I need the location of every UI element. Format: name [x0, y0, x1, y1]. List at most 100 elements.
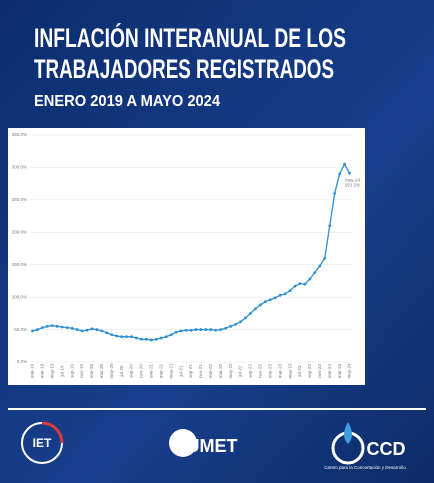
x-tick-label: nov-21: [198, 364, 203, 378]
point: [149, 338, 153, 342]
point: [120, 335, 124, 339]
point: [338, 172, 342, 176]
point: [140, 337, 143, 341]
point: [283, 292, 287, 296]
point: [313, 271, 317, 274]
annotation-category: may-24: [345, 177, 361, 182]
x-tick-label: mar-22: [218, 363, 223, 378]
point: [189, 328, 193, 332]
logo-iet: IET: [33, 436, 52, 450]
point: [145, 337, 148, 341]
point: [199, 328, 203, 331]
point: [80, 329, 84, 333]
x-tick-label: mar-23: [277, 363, 282, 378]
point: [110, 333, 114, 337]
point: [214, 328, 218, 332]
y-tick-label: 200.0%: [12, 229, 27, 234]
y-tick-label: 100.0%: [12, 294, 27, 299]
title-line: TRABAJADORES REGISTRADOS: [34, 54, 334, 84]
point: [115, 334, 119, 338]
point: [90, 327, 94, 331]
y-tick-label: 350.0%: [12, 132, 27, 137]
point: [308, 277, 312, 281]
point: [164, 335, 168, 339]
point: [343, 162, 346, 166]
point: [125, 335, 128, 339]
point: [70, 326, 74, 330]
x-tick-label: mar-21: [158, 363, 163, 378]
point: [130, 335, 133, 339]
point: [31, 329, 34, 333]
point: [239, 320, 242, 324]
x-tick-label: nov-23: [317, 364, 322, 378]
point: [323, 256, 327, 260]
point: [258, 303, 262, 307]
logo-drop: [344, 422, 352, 444]
point: [224, 326, 228, 330]
point: [50, 324, 54, 328]
point: [273, 296, 277, 300]
x-tick-label: sep-22: [248, 364, 253, 378]
point: [263, 300, 267, 304]
point: [159, 336, 163, 340]
x-tick-label: may-19: [49, 363, 54, 379]
x-tick-label: ene-23: [267, 363, 272, 378]
point: [278, 293, 282, 297]
x-tick-label: ene-20: [89, 363, 94, 378]
point: [169, 333, 173, 337]
point: [303, 282, 307, 286]
x-tick-label: mar-24: [337, 363, 342, 378]
x-tick-label: jul-19: [59, 365, 64, 378]
x-tick-label: jul-22: [238, 365, 243, 378]
x-tick-label: may-21: [168, 363, 173, 379]
x-tick-label: ene-22: [208, 363, 213, 378]
x-tick-label: ene-21: [149, 363, 154, 378]
point: [293, 284, 297, 288]
x-tick-label: sep-20: [129, 364, 134, 378]
y-tick-label: 150.0%: [12, 262, 27, 267]
point: [174, 330, 178, 334]
point: [219, 328, 223, 331]
title-line: INFLACIÓN INTERANUAL DE LOS: [34, 22, 346, 53]
point: [234, 322, 237, 326]
x-tick-label: ene-24: [327, 363, 332, 378]
subtitle: ENERO 2019 A MAYO 2024: [34, 93, 220, 110]
point: [204, 328, 208, 331]
point: [105, 331, 109, 335]
x-tick-label: may-22: [228, 363, 233, 379]
x-tick-label: mar-19: [40, 363, 45, 378]
logo-ccd: CCD: [367, 439, 406, 459]
point: [249, 311, 252, 315]
logo-mark: [169, 429, 197, 457]
logo-accent: [41, 421, 64, 444]
point: [318, 264, 322, 268]
y-tick-label: 250.0%: [12, 197, 27, 202]
x-tick-label: sep-21: [188, 364, 193, 378]
point: [55, 324, 59, 328]
x-tick-label: jul-20: [119, 365, 124, 378]
point: [348, 171, 351, 175]
point: [298, 282, 302, 285]
logo-caption: Centro para la Concertación y Desarrollo: [324, 465, 406, 470]
point: [95, 328, 99, 331]
x-tick-label: sep-23: [307, 364, 312, 378]
chart-panel: [8, 128, 365, 385]
point: [60, 325, 64, 329]
point: [40, 326, 44, 330]
x-tick-label: ene-19: [30, 363, 35, 378]
point: [194, 328, 198, 331]
x-tick-label: may-24: [347, 363, 352, 379]
point: [229, 324, 233, 328]
point: [85, 328, 89, 332]
point: [179, 329, 183, 333]
chart: 0.0% 50.0% 100.0% 150.0% 200.0% 250.0% 300.0% 3…: [12, 132, 361, 378]
point: [254, 307, 257, 311]
point: [65, 326, 69, 330]
y-tick-label: 300.0%: [12, 165, 27, 170]
point: [154, 337, 158, 341]
x-tick-label: mar-20: [99, 363, 104, 378]
value-label: 291.2%: [345, 182, 360, 187]
point: [209, 328, 213, 331]
x-tick-label: may-20: [109, 363, 114, 379]
x-tick-label: may-23: [287, 363, 292, 379]
